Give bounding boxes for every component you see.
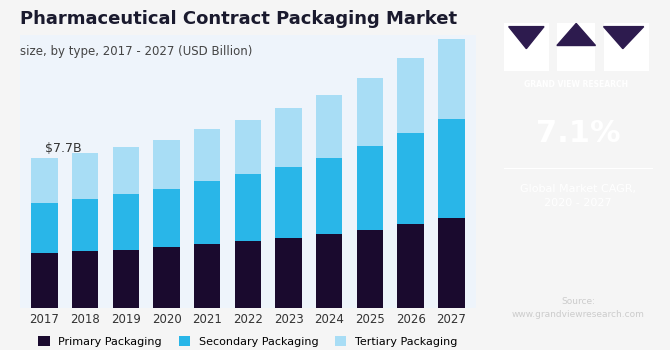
Bar — [153, 246, 180, 308]
Bar — [194, 128, 220, 181]
Bar — [275, 238, 302, 308]
Bar — [234, 174, 261, 241]
Bar — [153, 140, 180, 189]
Text: 7.1%: 7.1% — [535, 119, 620, 147]
Bar — [234, 120, 261, 174]
Bar — [113, 250, 139, 308]
Bar — [438, 119, 464, 218]
Bar — [113, 194, 139, 250]
Legend: Primary Packaging, Secondary Packaging, Tertiary Packaging: Primary Packaging, Secondary Packaging, … — [34, 332, 462, 350]
Bar — [438, 39, 464, 119]
Bar — [234, 241, 261, 308]
Bar — [194, 181, 220, 244]
Bar — [397, 58, 424, 133]
Polygon shape — [604, 27, 644, 49]
Bar — [72, 199, 98, 251]
Bar — [194, 244, 220, 308]
Bar — [316, 158, 342, 234]
Bar — [316, 234, 342, 308]
Bar — [356, 230, 383, 308]
FancyBboxPatch shape — [604, 23, 649, 71]
Text: $7.7B: $7.7B — [44, 142, 81, 155]
Text: Global Market CAGR,
2020 - 2027: Global Market CAGR, 2020 - 2027 — [520, 184, 636, 208]
Bar — [72, 153, 98, 199]
Bar — [31, 203, 58, 253]
Bar — [397, 133, 424, 224]
Text: Pharmaceutical Contract Packaging Market: Pharmaceutical Contract Packaging Market — [20, 10, 457, 28]
Bar — [153, 189, 180, 246]
Text: Source:
www.grandviewresearch.com: Source: www.grandviewresearch.com — [511, 297, 645, 319]
Bar — [275, 108, 302, 167]
Polygon shape — [509, 27, 544, 49]
Text: GRAND VIEW RESEARCH: GRAND VIEW RESEARCH — [524, 80, 628, 89]
Bar — [397, 224, 424, 308]
Bar — [316, 96, 342, 158]
Bar — [356, 146, 383, 230]
Bar — [72, 251, 98, 308]
Bar — [113, 147, 139, 194]
FancyBboxPatch shape — [557, 23, 596, 71]
Bar — [31, 253, 58, 308]
Bar — [275, 167, 302, 238]
FancyBboxPatch shape — [504, 23, 549, 71]
Text: size, by type, 2017 - 2027 (USD Billion): size, by type, 2017 - 2027 (USD Billion) — [20, 46, 253, 58]
Bar — [438, 218, 464, 308]
Polygon shape — [557, 23, 596, 46]
Bar — [356, 78, 383, 146]
Bar — [31, 158, 58, 203]
